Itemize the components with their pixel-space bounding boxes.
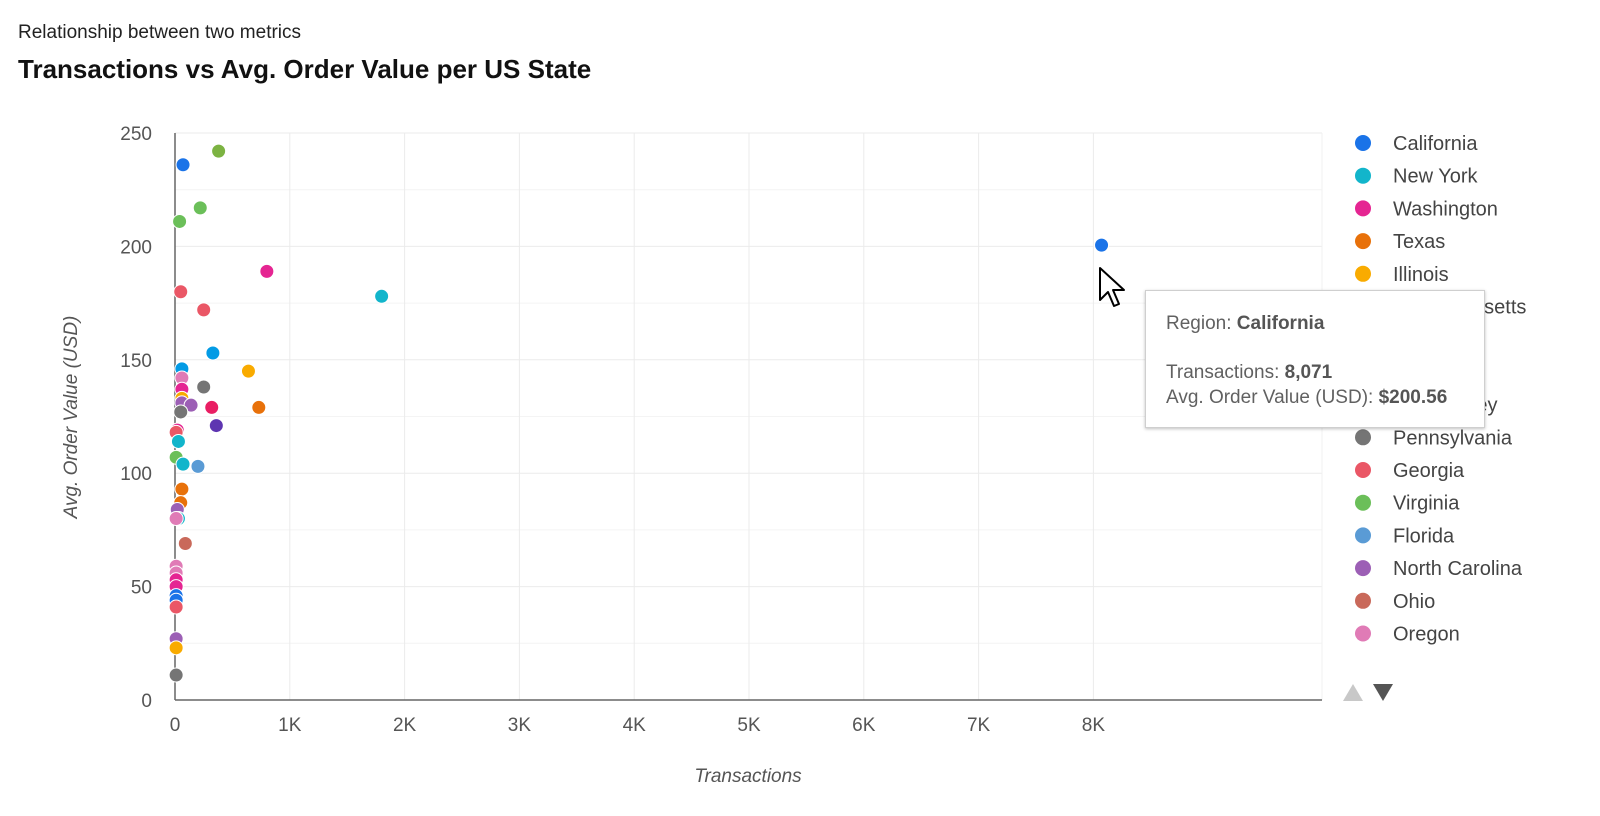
legend-marker bbox=[1355, 200, 1371, 217]
y-tick-label: 0 bbox=[141, 691, 152, 712]
data-point[interactable] bbox=[174, 481, 190, 497]
y-axis-title: Avg. Order Value (USD) bbox=[61, 316, 82, 520]
data-point[interactable] bbox=[168, 640, 184, 656]
data-point[interactable] bbox=[196, 302, 212, 318]
data-point[interactable] bbox=[168, 599, 184, 615]
legend-marker bbox=[1355, 494, 1371, 511]
legend-marker bbox=[1355, 560, 1371, 577]
legend-label: Pennsylvania bbox=[1393, 427, 1513, 449]
legend-marker bbox=[1355, 167, 1371, 184]
x-tick-label: 6K bbox=[852, 715, 876, 736]
tooltip-transactions-label: Transactions: bbox=[1166, 362, 1280, 383]
legend-marker bbox=[1355, 135, 1371, 151]
x-tick-label: 1K bbox=[278, 715, 302, 736]
legend-label: Georgia bbox=[1393, 460, 1465, 482]
x-tick-label: 5K bbox=[737, 715, 761, 736]
tooltip-transactions-value: 8,071 bbox=[1284, 362, 1333, 383]
x-axis-title: Transactions bbox=[694, 766, 802, 787]
legend-label: Texas bbox=[1393, 231, 1445, 253]
legend-label: Oregon bbox=[1393, 624, 1460, 646]
data-point[interactable] bbox=[175, 157, 191, 173]
tooltip-aov-label: Avg. Order Value (USD): bbox=[1166, 387, 1374, 408]
y-tick-label: 250 bbox=[120, 124, 152, 145]
data-point[interactable] bbox=[374, 288, 390, 304]
data-point[interactable] bbox=[170, 433, 186, 449]
legend-label: Washington bbox=[1393, 198, 1498, 220]
data-point[interactable] bbox=[259, 263, 275, 279]
y-tick-label: 150 bbox=[120, 351, 152, 372]
tooltip-region-label: Region: bbox=[1166, 313, 1232, 334]
x-tick-label: 4K bbox=[623, 715, 647, 736]
legend-label: Virginia bbox=[1393, 493, 1460, 515]
x-tick-label: 2K bbox=[393, 715, 417, 736]
data-point[interactable] bbox=[251, 399, 267, 415]
x-tick-label: 7K bbox=[967, 715, 991, 736]
data-point[interactable] bbox=[172, 213, 188, 229]
x-tick-label: 8K bbox=[1082, 715, 1106, 736]
data-point[interactable] bbox=[173, 404, 189, 420]
x-tick-label: 0 bbox=[170, 715, 181, 736]
legend-marker bbox=[1355, 625, 1371, 642]
data-point[interactable] bbox=[175, 456, 191, 472]
legend-marker bbox=[1355, 462, 1371, 478]
legend-marker bbox=[1355, 592, 1371, 609]
data-point[interactable] bbox=[208, 418, 224, 434]
legend-label: California bbox=[1393, 133, 1478, 155]
data-point[interactable] bbox=[204, 399, 220, 415]
data-point[interactable] bbox=[168, 511, 184, 527]
legend-marker bbox=[1355, 233, 1371, 250]
legend-marker bbox=[1355, 527, 1371, 544]
data-point[interactable] bbox=[168, 667, 184, 683]
data-point[interactable] bbox=[177, 536, 193, 552]
mouse-pointer-icon bbox=[1099, 267, 1125, 307]
data-point[interactable] bbox=[196, 379, 212, 395]
legend-marker bbox=[1355, 265, 1371, 282]
tooltip-aov-value: $200.56 bbox=[1378, 387, 1448, 408]
data-tooltip: Region: California Transactions: 8,071 A… bbox=[1145, 290, 1485, 428]
x-tick-label: 3K bbox=[508, 715, 532, 736]
legend-label: Florida bbox=[1393, 525, 1455, 547]
legend-label: Illinois bbox=[1393, 264, 1449, 286]
data-point[interactable] bbox=[240, 363, 256, 379]
chart-title: Transactions vs Avg. Order Value per US … bbox=[18, 54, 592, 84]
legend-page-up-icon[interactable] bbox=[1343, 684, 1363, 701]
y-tick-label: 200 bbox=[120, 237, 152, 258]
legend-marker bbox=[1355, 429, 1371, 446]
legend-label: Ohio bbox=[1393, 591, 1435, 613]
legend-page-down-icon[interactable] bbox=[1373, 684, 1393, 701]
data-point[interactable] bbox=[173, 284, 189, 300]
data-point[interactable] bbox=[183, 397, 199, 413]
chart-subtitle: Relationship between two metrics bbox=[18, 22, 302, 43]
data-point[interactable] bbox=[190, 458, 206, 474]
legend-label: North Carolina bbox=[1393, 558, 1523, 580]
y-tick-label: 50 bbox=[131, 578, 152, 599]
y-tick-label: 100 bbox=[120, 464, 152, 485]
data-point[interactable] bbox=[205, 345, 221, 361]
data-point[interactable] bbox=[1094, 237, 1110, 253]
tooltip-region-value: California bbox=[1236, 313, 1325, 334]
data-point[interactable] bbox=[211, 143, 227, 159]
legend-label: New York bbox=[1393, 166, 1478, 188]
data-point[interactable] bbox=[192, 200, 208, 216]
